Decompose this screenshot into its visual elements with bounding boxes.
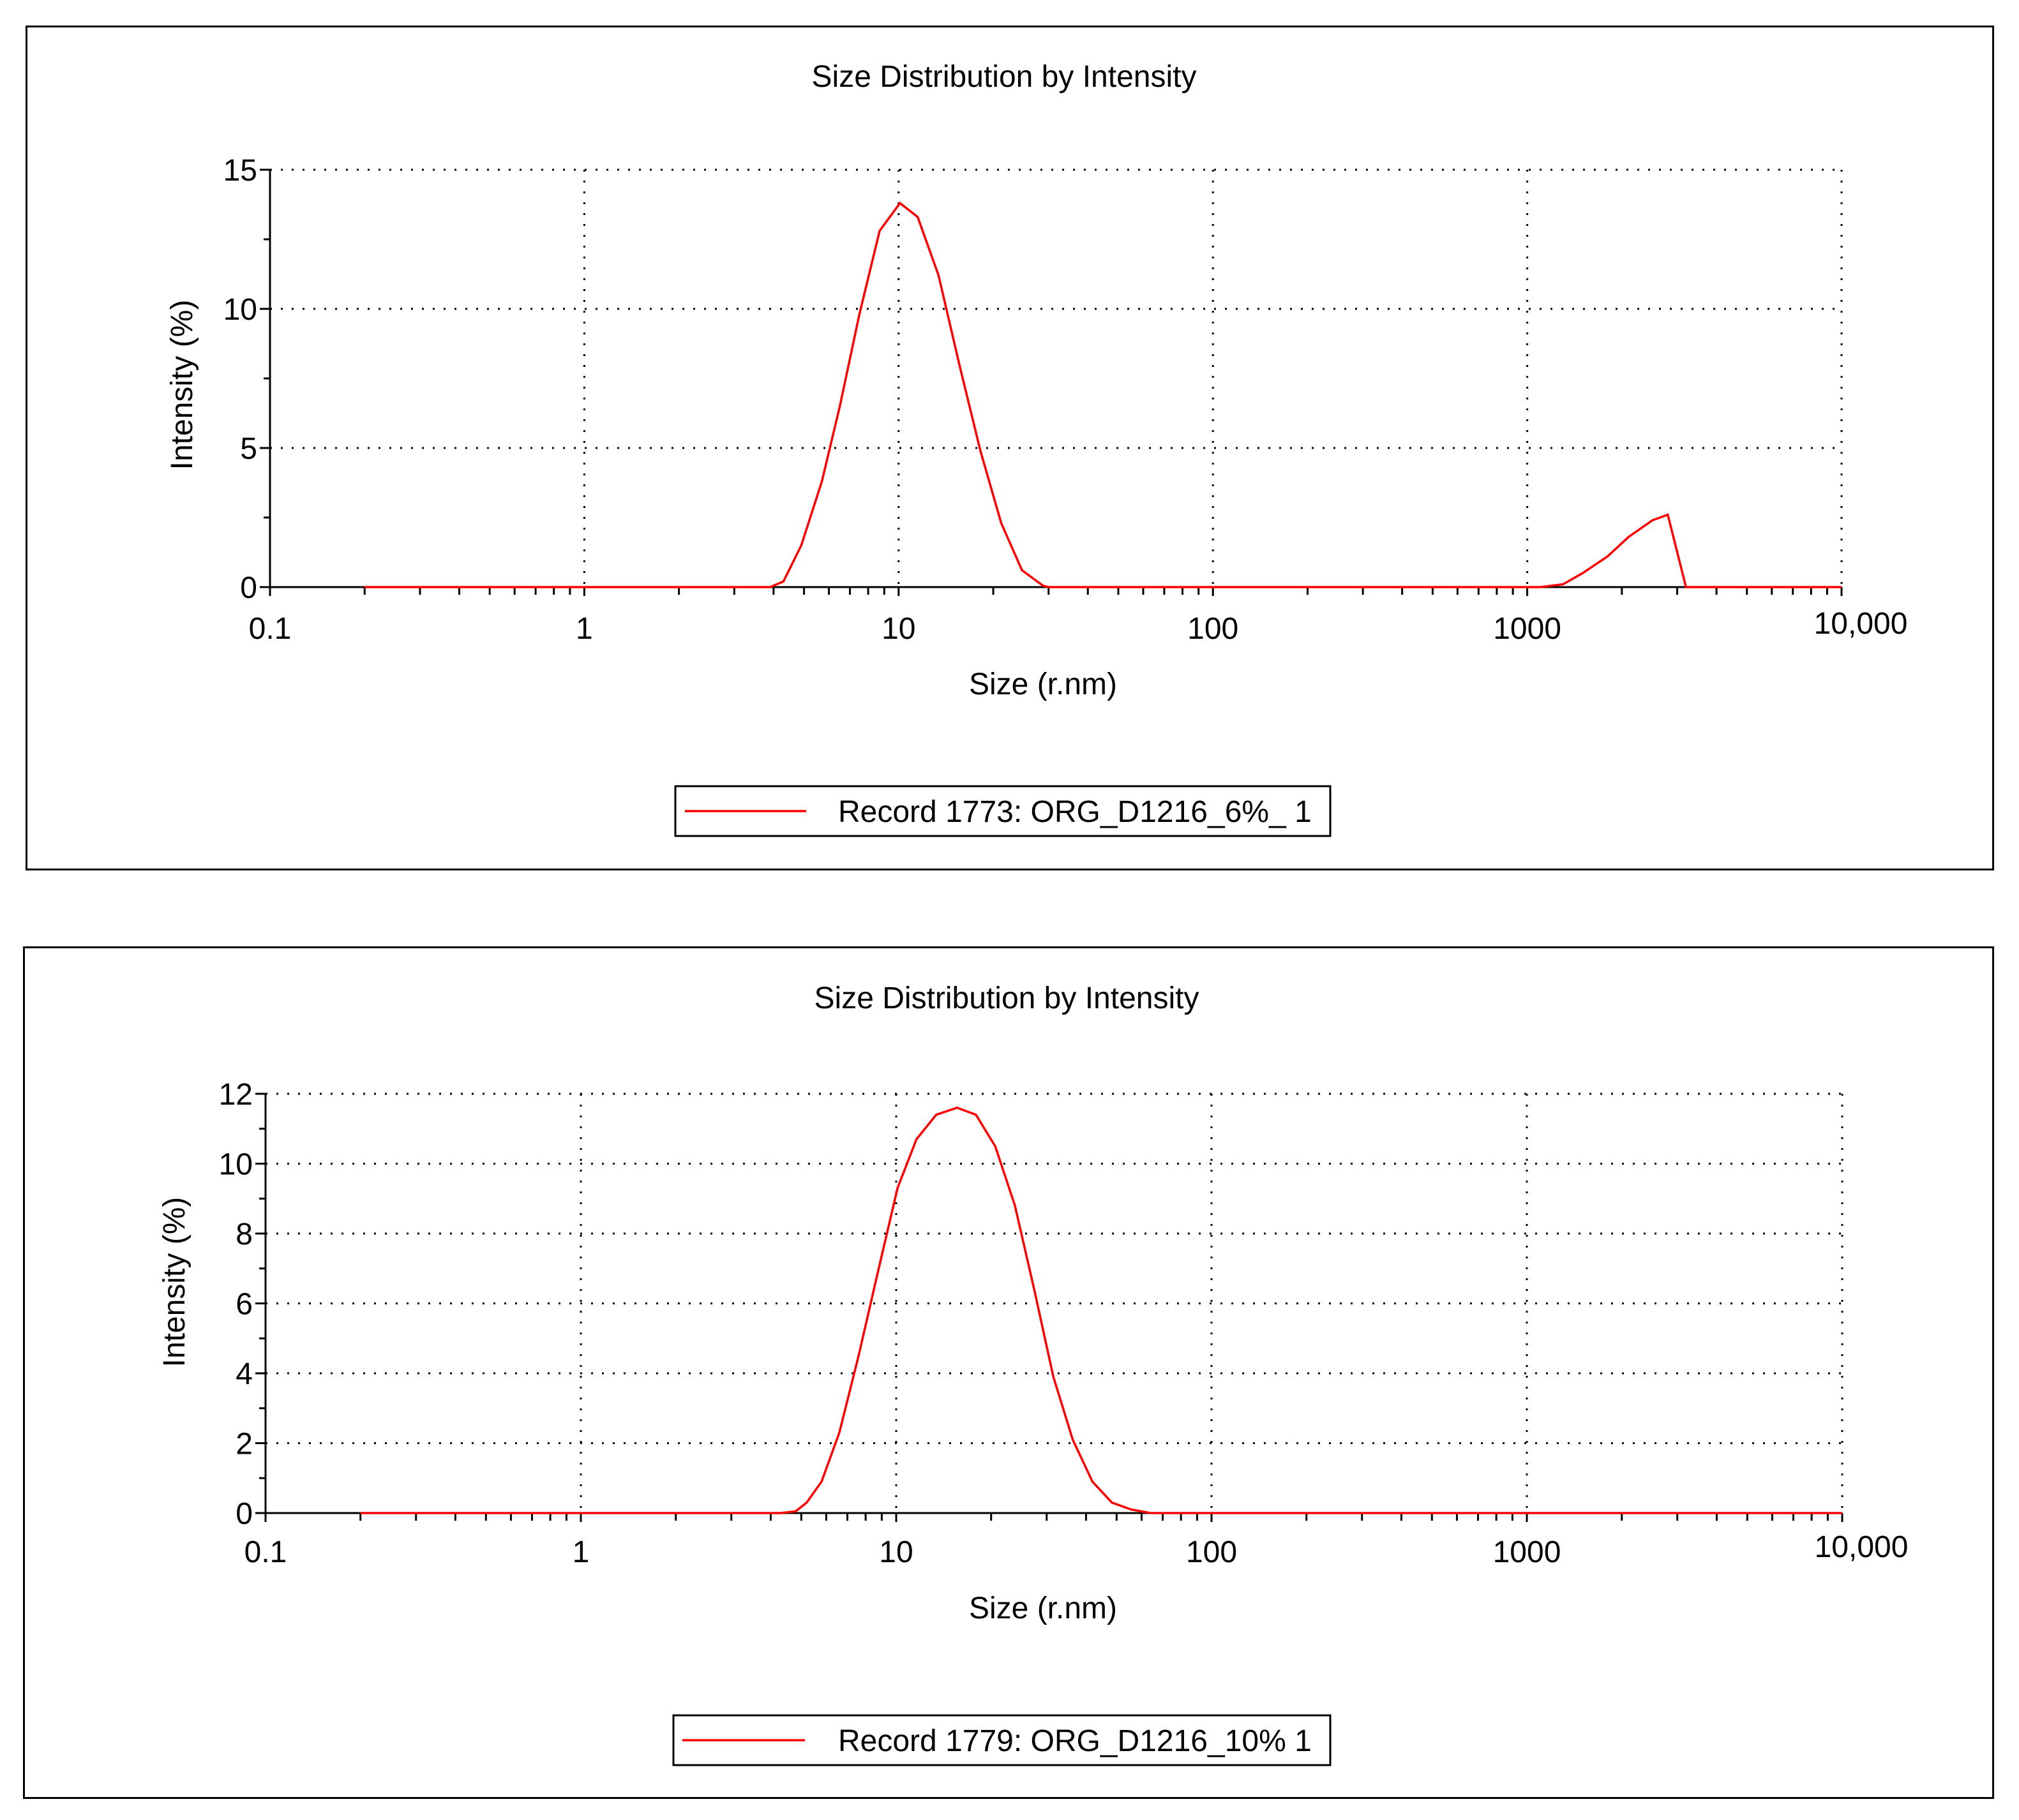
legend-1: Record 1773: ORG_D1216_6%_ 1 bbox=[674, 785, 1332, 837]
y-tick-label: 12 bbox=[219, 1078, 253, 1112]
x-tick-label: 100 bbox=[1186, 1535, 1237, 1569]
x-tick-label: 1000 bbox=[1493, 1535, 1561, 1569]
y-tick-label: 0 bbox=[236, 1497, 253, 1531]
legend-2: Record 1779: ORG_D1216_10% 1 bbox=[672, 1714, 1332, 1766]
x-tick-label: 1000 bbox=[1493, 612, 1561, 646]
y-tick-label: 5 bbox=[240, 432, 257, 466]
x-axis-label: Size (r.nm) bbox=[969, 668, 1117, 701]
y-tick-label: 2 bbox=[236, 1428, 253, 1461]
legend-label: Record 1779: ORG_D1216_10% 1 bbox=[838, 1724, 1312, 1758]
x-tick-label: 10 bbox=[882, 612, 915, 646]
y-axis-label: Intensity (%) bbox=[165, 300, 199, 470]
y-tick-labels-1: 0 5 10 15 bbox=[223, 154, 257, 605]
y-tick-label: 10 bbox=[219, 1148, 253, 1182]
x-tick-label: 0.1 bbox=[244, 1535, 287, 1569]
x-tick-labels-1: 0.1 1 10 100 1000 10,000 bbox=[249, 607, 1908, 646]
chart-title: Size Distribution by Intensity bbox=[812, 60, 1197, 94]
x-tick-label: 10,000 bbox=[1814, 607, 1908, 641]
y-tick-labels-2: 0 2 4 6 8 10 12 bbox=[219, 1078, 253, 1531]
chart-2-svg: Size Distribution by Intensity 0.1 1 10 100… bbox=[158, 981, 1909, 1766]
x-tick-labels-2: 0.1 1 10 100 1000 10,000 bbox=[244, 1530, 1909, 1569]
chart-panel-1: Size Distribution by Intensity 0.1 1 10 100… bbox=[26, 26, 1994, 870]
chart-1-svg: Size Distribution by Intensity 0.1 1 10 100… bbox=[165, 60, 1908, 837]
x-tick-label: 10,000 bbox=[1815, 1530, 1909, 1564]
y-tick-label: 10 bbox=[223, 293, 257, 327]
x-tick-label: 1 bbox=[576, 612, 593, 646]
grid-1 bbox=[270, 168, 1843, 587]
y-tick-label: 4 bbox=[236, 1357, 253, 1391]
x-axis-label: Size (r.nm) bbox=[969, 1592, 1117, 1625]
x-tick-label: 1 bbox=[573, 1535, 590, 1569]
series-line-record-1779 bbox=[360, 1107, 1842, 1514]
x-tick-label: 10 bbox=[879, 1535, 913, 1569]
y-tick-label: 15 bbox=[223, 154, 257, 188]
series-line-record-1773 bbox=[364, 201, 1842, 588]
y-axis-label: Intensity (%) bbox=[158, 1197, 191, 1368]
chart-title: Size Distribution by Intensity bbox=[814, 981, 1199, 1015]
x-tick-label: 100 bbox=[1187, 612, 1238, 646]
grid-2 bbox=[266, 1093, 1843, 1513]
legend-label: Record 1773: ORG_D1216_6%_ 1 bbox=[838, 795, 1312, 829]
y-tick-label: 6 bbox=[236, 1288, 253, 1322]
y-tick-label: 8 bbox=[236, 1218, 253, 1251]
x-tick-label: 0.1 bbox=[249, 612, 292, 646]
axes-1 bbox=[260, 168, 1843, 596]
axes-2 bbox=[255, 1093, 1843, 1522]
y-tick-label: 0 bbox=[240, 571, 257, 605]
chart-panel-2: Size Distribution by Intensity 0.1 1 10 100… bbox=[23, 946, 1994, 1799]
